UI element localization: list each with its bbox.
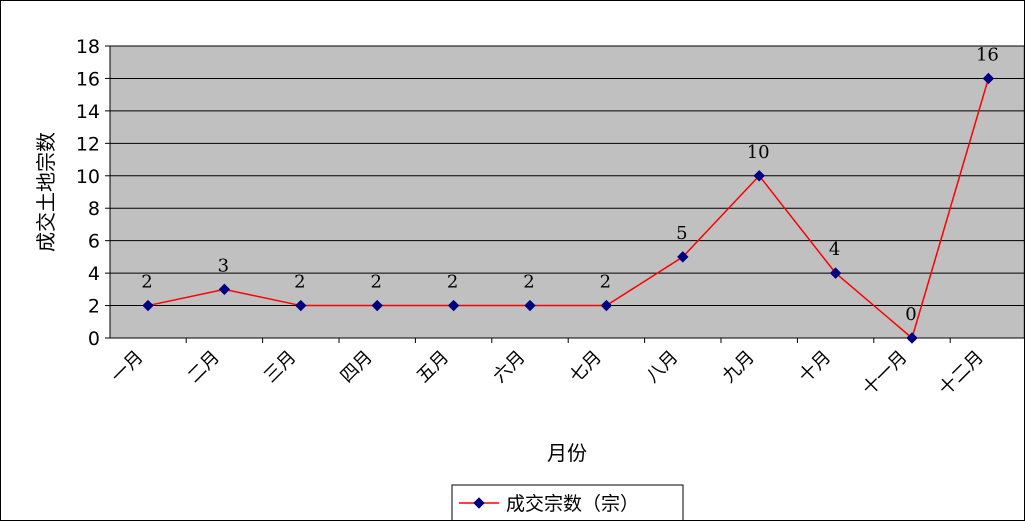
- data-label: 5: [676, 223, 687, 244]
- data-point: [447, 299, 460, 312]
- data-point: [295, 299, 307, 312]
- x-tick-label: 八月: [642, 347, 682, 387]
- x-tick-label: 一月: [107, 347, 147, 387]
- data-point: [218, 283, 231, 296]
- data-point: [371, 299, 383, 312]
- y-tick-label: 2: [88, 296, 100, 318]
- data-label: 0: [905, 304, 916, 325]
- y-axis-title: 成交土地宗数: [34, 132, 58, 252]
- data-label: 2: [370, 272, 381, 293]
- y-tick-label: 16: [76, 68, 100, 90]
- data-point: [829, 267, 842, 279]
- data-point: [906, 332, 918, 344]
- x-tick-label: 二月: [184, 347, 224, 387]
- x-tick-label: 十一月: [859, 347, 912, 400]
- data-label: 4: [829, 239, 840, 260]
- y-tick-label: 18: [76, 36, 100, 58]
- x-tick-label: 十月: [795, 347, 835, 387]
- data-label: 2: [523, 272, 534, 293]
- y-tick-label: 6: [88, 231, 100, 253]
- x-axis: 一月 二月 三月 四月 五月 六月 七月 八月 九月 十月 十一月 十二月: [107, 337, 1024, 400]
- y-tick-label: 14: [76, 101, 100, 123]
- x-tick-label: 四月: [336, 347, 376, 387]
- data-point: [600, 299, 613, 312]
- legend: 成交宗数（宗）: [451, 484, 684, 520]
- x-tick-label: 九月: [718, 347, 758, 387]
- y-tick-label: 4: [88, 263, 100, 285]
- data-label: 2: [141, 272, 152, 293]
- y-tick-label: 0: [88, 328, 100, 350]
- y-tick-label: 10: [76, 166, 100, 188]
- plot-area: [109, 45, 1024, 339]
- series-line: [147, 78, 990, 340]
- data-label: 2: [600, 272, 611, 293]
- x-tick-label: 十二月: [935, 347, 988, 400]
- legend-marker: [473, 497, 485, 509]
- x-tick-label: 三月: [260, 347, 300, 387]
- data-labels: 2 3 2 2 2 2 2 5 10 4 0 16: [141, 44, 999, 325]
- data-point: [142, 299, 154, 312]
- data-point: [524, 299, 536, 312]
- data-label: 2: [447, 272, 458, 293]
- data-label: 3: [218, 255, 229, 276]
- data-point: [753, 170, 765, 182]
- x-tick-label: 七月: [566, 347, 606, 387]
- x-tick-label: 六月: [489, 347, 529, 387]
- data-point: [677, 251, 689, 263]
- data-label: 2: [294, 272, 305, 293]
- x-axis-title: 月份: [547, 441, 587, 465]
- y-tick-label: 12: [76, 133, 100, 155]
- x-tick-label: 五月: [413, 347, 453, 387]
- data-label: 10: [747, 142, 770, 163]
- y-tick-label: 8: [88, 198, 100, 220]
- data-point: [982, 72, 995, 85]
- legend-label: 成交宗数（宗）: [506, 493, 639, 515]
- data-label: 16: [976, 44, 999, 65]
- series-layer: [142, 72, 995, 344]
- y-axis: 0 2 4 6 8 10 12 14 16 18: [76, 36, 111, 350]
